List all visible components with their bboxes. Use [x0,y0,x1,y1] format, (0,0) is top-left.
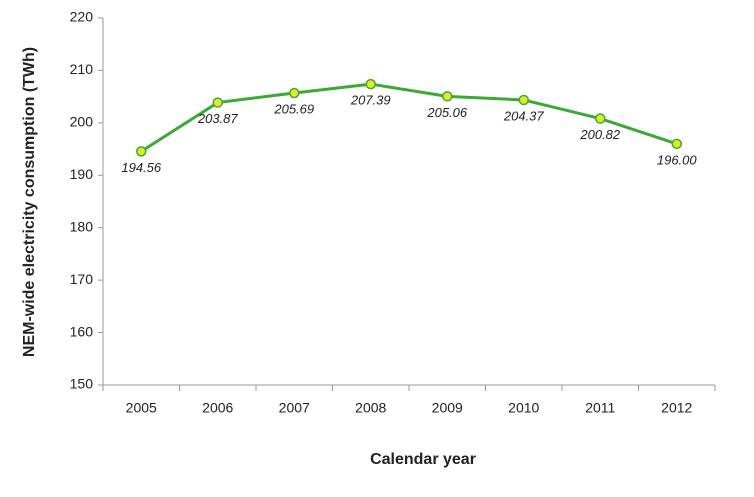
point-marker [365,78,376,90]
data-label: 207.39 [350,93,391,108]
data-label: 194.56 [121,160,162,175]
point-marker [136,146,147,157]
x-tick-label: 2006 [202,400,233,416]
y-axis-label: NEM-wide electricity consumption (TWh) [21,47,38,357]
x-tick-label: 2008 [355,400,386,416]
x-tick-label: 2010 [508,400,539,416]
data-label: 204.37 [503,108,545,123]
point-marker [442,91,453,102]
y-tick-label: 150 [70,376,94,392]
x-axis-label: Calendar year [370,451,476,468]
x-tick-label: 2007 [279,400,310,416]
data-label: 200.82 [579,127,621,142]
data-label: 196.00 [657,152,698,167]
point-marker [289,87,300,99]
y-tick-label: 160 [70,323,94,339]
series-line [140,82,678,153]
y-tick-label: 210 [70,61,94,77]
point-marker [212,97,223,108]
y-tick-label: 200 [70,114,94,130]
y-tick-label: 170 [70,271,94,287]
point-marker [518,94,529,106]
y-tick-label: 180 [70,218,94,234]
y-tick-label: 220 [70,9,94,25]
y-tick-label: 190 [70,166,94,182]
point-marker [595,113,606,124]
data-label: 205.69 [273,101,314,116]
x-tick-label: 2009 [432,400,463,416]
data-label: 203.87 [197,111,239,126]
x-tick-label: 2012 [661,400,692,416]
data-label: 205.06 [426,105,468,120]
point-marker [671,138,682,150]
x-tick-label: 2005 [126,400,157,416]
x-tick-label: 2011 [585,400,615,416]
